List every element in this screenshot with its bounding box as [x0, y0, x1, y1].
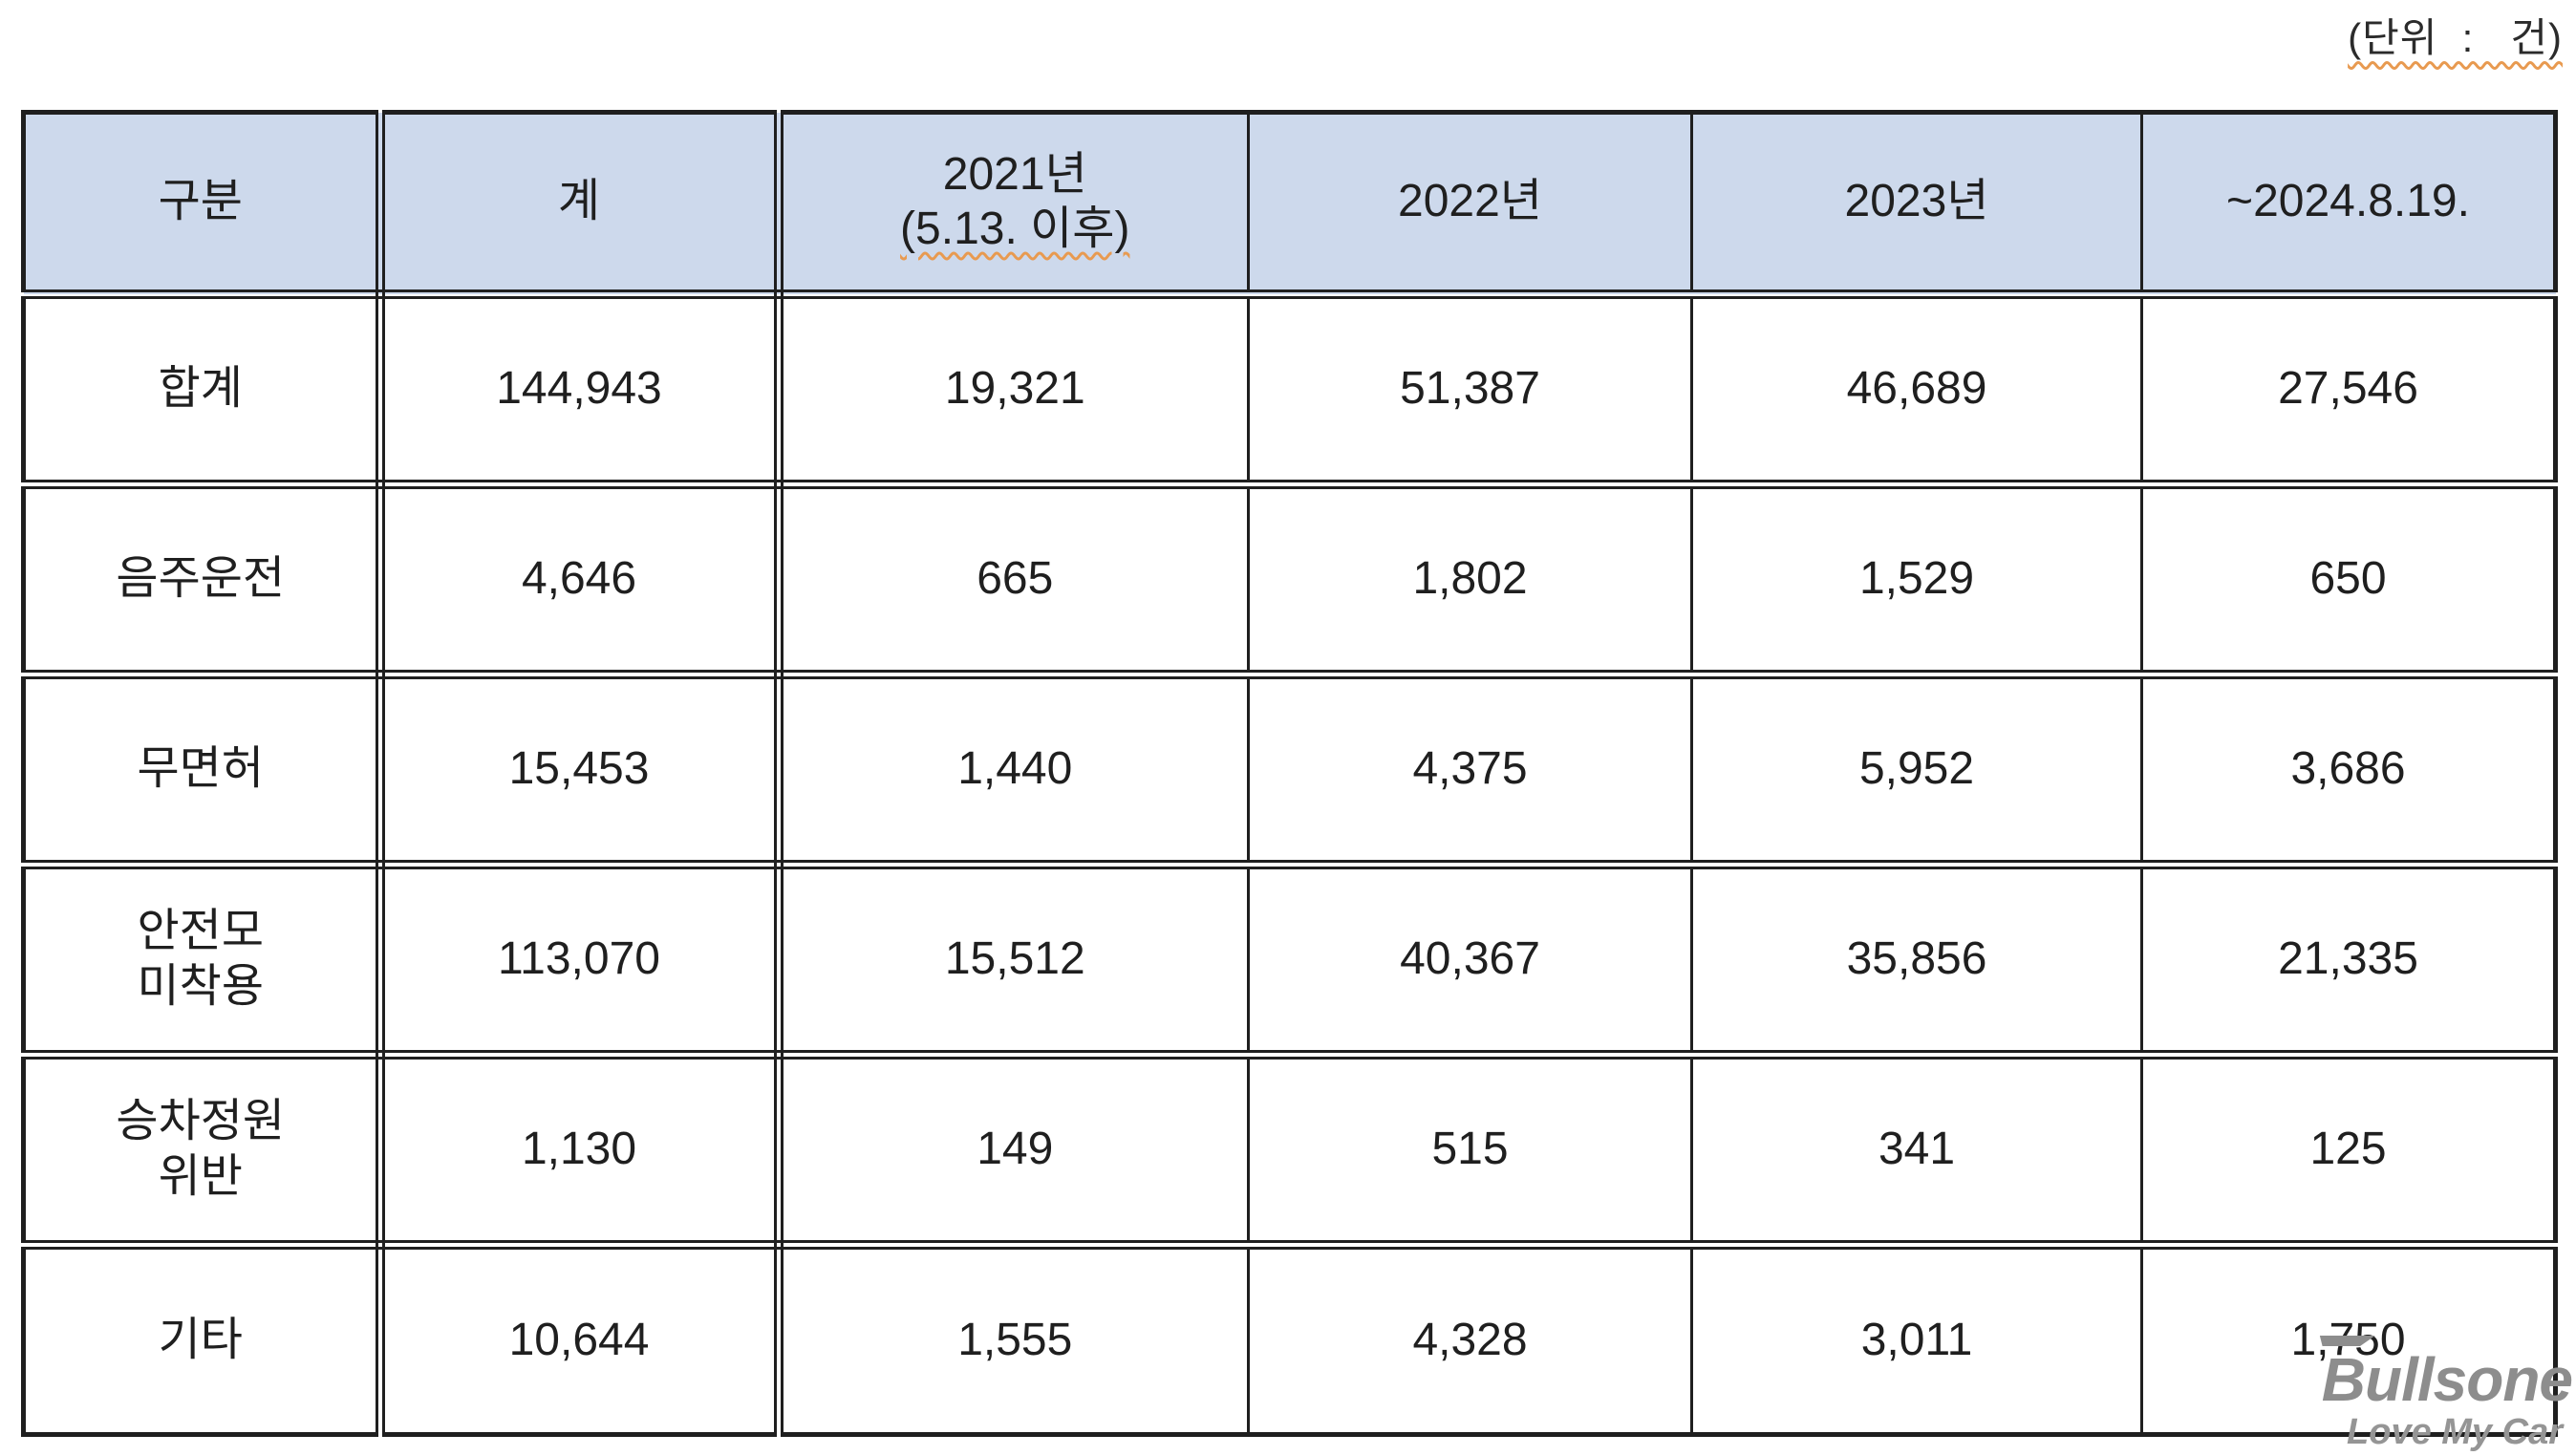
value-cell: 113,070 — [378, 863, 784, 1060]
row-label-cell: 안전모 미착용 — [22, 863, 385, 1060]
table-body: 합계 144,943 19,321 51,387 46,689 27,546 음… — [22, 292, 2557, 1436]
value-cell: 650 — [2140, 482, 2557, 679]
value-cell: 3,686 — [2140, 673, 2557, 869]
row-label-cell: 무면허 — [22, 673, 385, 869]
value-cell: 15,453 — [378, 673, 784, 869]
column-header-label: ~2024.8.19. — [2226, 176, 2470, 227]
value-cell: 3,011 — [1690, 1243, 2143, 1436]
column-header-category: 구분 — [22, 111, 385, 299]
table-row: 기타 10,644 1,555 4,328 3,011 1,750 — [22, 1243, 2557, 1436]
value-cell: 149 — [777, 1053, 1250, 1250]
column-header-label: 2022년 — [1398, 176, 1542, 227]
column-header-label: 2021년 — [942, 148, 1087, 200]
row-label-cell: 합계 — [22, 292, 385, 489]
bullsone-brand-text: Bullsone — [2322, 1349, 2573, 1410]
value-cell: 46,689 — [1690, 292, 2143, 489]
bullsone-tagline: Love My Car — [2347, 1412, 2563, 1452]
table-row: 음주운전 4,646 665 1,802 1,529 650 — [22, 482, 2557, 679]
value-cell: 19,321 — [777, 292, 1250, 489]
column-header-sublabel: (5.13. 이후) — [900, 203, 1130, 255]
value-cell: 1,555 — [777, 1243, 1250, 1436]
row-label-cell: 음주운전 — [22, 482, 385, 679]
column-header-2023: 2023년 — [1690, 111, 2143, 299]
column-header-label: 계 — [557, 176, 601, 227]
value-cell: 341 — [1690, 1053, 2143, 1250]
column-header-2022: 2022년 — [1247, 111, 1693, 299]
value-cell: 40,367 — [1247, 863, 1693, 1060]
value-cell: 515 — [1247, 1053, 1693, 1250]
value-cell: 35,856 — [1690, 863, 2143, 1060]
column-header-label: 구분 — [158, 176, 243, 227]
value-cell: 5,952 — [1690, 673, 2143, 869]
column-header-total: 계 — [378, 111, 784, 299]
unit-label: (단위 : 건) — [2348, 15, 2563, 60]
table-row: 합계 144,943 19,321 51,387 46,689 27,546 — [22, 292, 2557, 489]
row-label-cell: 승차정원 위반 — [22, 1053, 385, 1250]
value-cell: 27,546 — [2140, 292, 2557, 489]
bullsone-brand-label: Bullsone — [2321, 1345, 2573, 1414]
table-row: 무면허 15,453 1,440 4,375 5,952 3,686 — [22, 673, 2557, 869]
bullsone-logo: Bullsone Love My Car — [2322, 1349, 2573, 1452]
column-header-2021: 2021년 (5.13. 이후) — [777, 111, 1250, 299]
row-label-cell: 기타 — [22, 1243, 385, 1436]
header-row: 구분 계 2021년 (5.13. 이후) 2022년 2023년 ~2024.8… — [22, 111, 2557, 299]
value-cell: 1,130 — [378, 1053, 784, 1250]
value-cell: 4,328 — [1247, 1243, 1693, 1436]
table-row: 승차정원 위반 1,130 149 515 341 125 — [22, 1053, 2557, 1250]
violations-table: 구분 계 2021년 (5.13. 이후) 2022년 2023년 ~2024.8… — [21, 110, 2558, 1437]
table-header: 구분 계 2021년 (5.13. 이후) 2022년 2023년 ~2024.8… — [22, 111, 2557, 299]
value-cell: 1,440 — [777, 673, 1250, 869]
value-cell: 1,802 — [1247, 482, 1693, 679]
value-cell: 4,375 — [1247, 673, 1693, 869]
table-row: 안전모 미착용 113,070 15,512 40,367 35,856 21,… — [22, 863, 2557, 1060]
value-cell: 4,646 — [378, 482, 784, 679]
value-cell: 1,529 — [1690, 482, 2143, 679]
value-cell: 21,335 — [2140, 863, 2557, 1060]
value-cell: 665 — [777, 482, 1250, 679]
value-cell: 144,943 — [378, 292, 784, 489]
value-cell: 1,750 — [2140, 1243, 2557, 1436]
value-cell: 51,387 — [1247, 292, 1693, 489]
column-header-label: 2023년 — [1844, 176, 1989, 227]
value-cell: 125 — [2140, 1053, 2557, 1250]
column-header-2024: ~2024.8.19. — [2140, 111, 2557, 299]
value-cell: 15,512 — [777, 863, 1250, 1060]
value-cell: 10,644 — [378, 1243, 784, 1436]
